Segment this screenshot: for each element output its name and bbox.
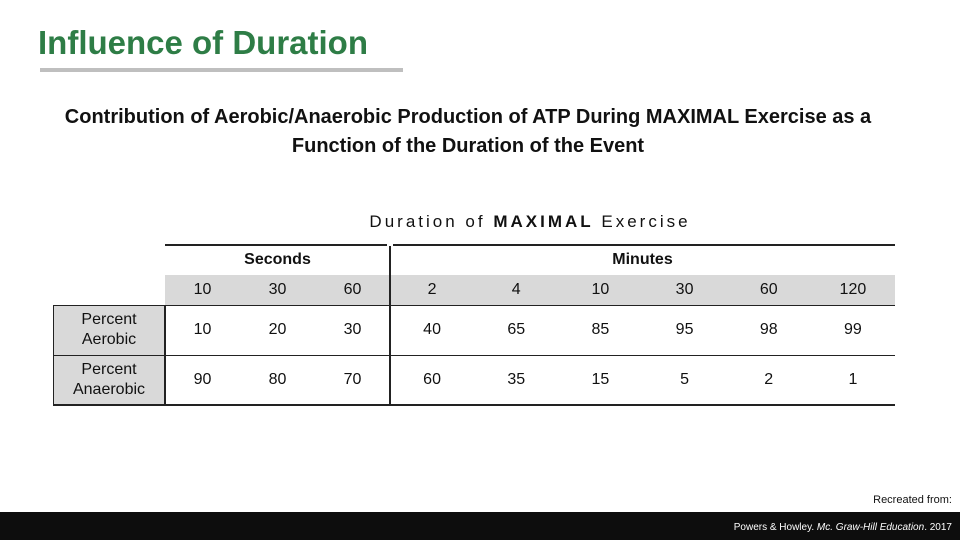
- row-label: Percent Aerobic: [53, 305, 165, 355]
- table-cell: 90: [193, 371, 212, 388]
- duration-header: 60: [343, 281, 362, 298]
- duration-header: 10: [591, 281, 610, 298]
- table-cell: 1: [848, 371, 858, 388]
- table-cell: 60: [423, 371, 441, 388]
- column-rule: [389, 246, 391, 405]
- table-cell: 2: [764, 371, 774, 388]
- table-cell: 70: [343, 371, 362, 388]
- duration-header: 4: [511, 281, 521, 298]
- title-rule: [40, 68, 403, 72]
- table-cell: 15: [591, 371, 610, 388]
- group-header: Seconds: [244, 251, 311, 268]
- source-note: Recreated from:: [873, 494, 952, 506]
- column-rule: [53, 305, 54, 405]
- footer-bar: [0, 512, 960, 540]
- header-band: [165, 275, 895, 305]
- row-rule: [53, 404, 895, 406]
- citation-year: . 2017: [924, 522, 952, 533]
- caption-text: Duration of: [369, 212, 486, 231]
- table-cell: 10: [193, 321, 212, 338]
- table-cell: 40: [423, 321, 441, 338]
- caption-text: Exercise: [601, 212, 691, 231]
- column-rule: [164, 305, 166, 405]
- header-rule: [165, 244, 387, 246]
- row-label: Percent Anaerobic: [53, 355, 165, 405]
- duration-header: 2: [427, 281, 437, 298]
- table-cell: 35: [507, 371, 526, 388]
- row-rule: [53, 305, 895, 306]
- row-rule: [53, 355, 895, 356]
- table-cell: 95: [675, 321, 694, 338]
- table-cell: 80: [268, 371, 287, 388]
- duration-header: 10: [193, 281, 212, 298]
- caption-emphasis: MAXIMAL: [493, 212, 594, 231]
- citation: Powers & Howley. Mc. Graw-Hill Education…: [734, 522, 952, 533]
- duration-header: 120: [839, 281, 867, 298]
- slide-title: Influence of Duration: [38, 24, 368, 61]
- duration-header: 60: [759, 281, 778, 298]
- subtitle: Contribution of Aerobic/Anaerobic Produc…: [64, 106, 872, 157]
- header-rule: [393, 244, 895, 246]
- table-cell: 20: [268, 321, 287, 338]
- citation-publisher: Mc. Graw-Hill Education: [816, 522, 925, 533]
- group-header: Minutes: [612, 251, 673, 268]
- table-cell: 99: [844, 321, 862, 338]
- table-cell: 85: [591, 321, 610, 338]
- table-caption: Duration of MAXIMAL Exercise: [165, 212, 895, 232]
- table-cell: 65: [507, 321, 526, 338]
- table-cell: 30: [343, 321, 362, 338]
- citation-authors: Powers & Howley.: [733, 522, 815, 533]
- duration-header: 30: [675, 281, 694, 298]
- duration-header: 30: [268, 281, 287, 298]
- table-cell: 98: [759, 321, 778, 338]
- table-cell: 5: [680, 371, 690, 388]
